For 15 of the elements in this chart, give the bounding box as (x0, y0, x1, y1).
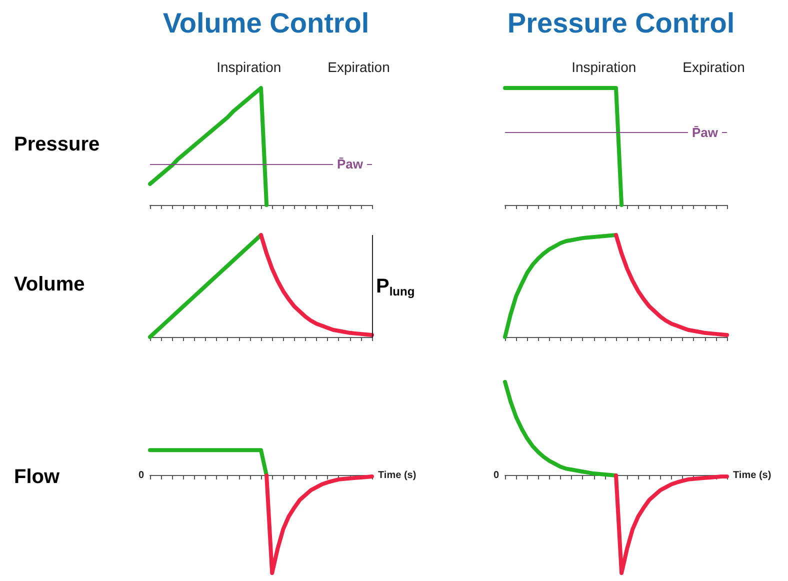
text: Inspiration (216, 59, 282, 75)
chart-title: Pressure Control (507, 8, 735, 38)
y-axis-title: Flow (14, 466, 60, 488)
ref-line-label: P̄aw (692, 124, 719, 140)
text: Expiration (328, 59, 390, 75)
text: Inspiration (572, 59, 636, 75)
text: Expiration (682, 59, 745, 75)
x-axis-title: Time (s) (378, 470, 416, 481)
y-axis-title: Volume (14, 274, 85, 296)
chart-title: Volume Control (162, 8, 370, 38)
text: 0 (138, 470, 144, 481)
y-axis-title: Pressure (14, 134, 100, 156)
x-axis-title: Time (s) (733, 470, 772, 481)
ref-line-label: P̄aw (336, 156, 364, 172)
text: 0 (493, 470, 500, 481)
